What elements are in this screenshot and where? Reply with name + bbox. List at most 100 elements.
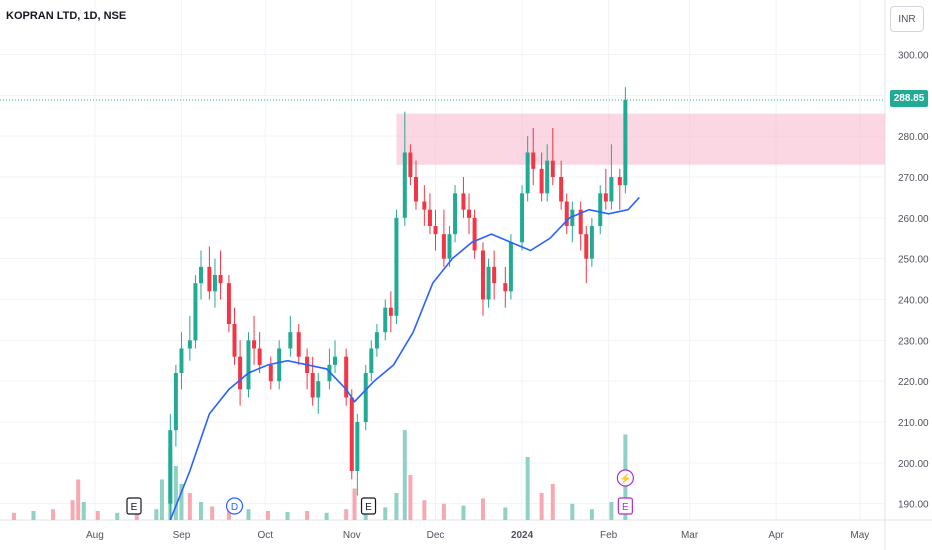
volume-bar: [134, 511, 139, 520]
candle-body: [349, 397, 354, 471]
candle-body: [486, 266, 491, 300]
candle-body: [492, 266, 497, 284]
candle-body: [427, 209, 432, 226]
volume-bar: [11, 512, 16, 520]
volume-bar: [324, 512, 329, 520]
candle-body: [207, 266, 212, 292]
volume-bar: [51, 509, 56, 520]
candle-body: [441, 234, 446, 259]
candle-body: [173, 373, 178, 431]
candle-body: [268, 364, 273, 382]
candle-body: [461, 193, 466, 210]
candle-body: [564, 201, 569, 226]
y-tick-label: 210.00: [898, 418, 929, 429]
candle-body: [310, 373, 315, 398]
volume-bar: [199, 502, 204, 520]
y-tick-label: 200.00: [898, 459, 929, 470]
candle-body: [609, 177, 614, 202]
candle-body: [369, 348, 374, 373]
earnings-event-marker: [617, 497, 633, 515]
candle-body: [246, 340, 251, 390]
moving-average-line: [169, 196, 640, 521]
candle-body: [402, 152, 407, 218]
candle-body: [559, 177, 564, 202]
candle-body: [257, 348, 262, 365]
x-tick-label: May: [850, 530, 869, 541]
earnings-event-label: E: [622, 502, 629, 513]
candle-body: [252, 340, 257, 349]
candle-body: [179, 348, 184, 373]
volume-bar: [589, 509, 594, 520]
volume-bar: [115, 512, 120, 520]
candle-body: [598, 193, 603, 226]
dividend-event-marker: [225, 497, 244, 515]
volume-bar: [76, 479, 81, 520]
candle-body: [238, 356, 243, 390]
volume-bar: [441, 503, 446, 520]
candle-body: [344, 356, 349, 398]
candle-body: [199, 266, 204, 284]
earnings-event-marker: [126, 497, 142, 515]
volume-bar: [570, 503, 575, 520]
candle-body: [472, 217, 477, 251]
volume-bar: [285, 511, 290, 520]
candle-body: [168, 430, 173, 504]
volume-bar: [480, 498, 485, 520]
y-tick-label: 280.00: [898, 132, 929, 143]
candle-body: [508, 242, 513, 292]
candle-body: [584, 234, 589, 259]
volume-bar: [95, 511, 100, 520]
candle-body: [333, 356, 338, 365]
candle-body: [226, 283, 231, 324]
candle-body: [525, 152, 530, 194]
dividend-event-label: D: [231, 502, 238, 513]
volume-bar: [305, 511, 310, 520]
candle-body: [316, 381, 321, 398]
volume-bar: [503, 507, 508, 520]
candle-body: [374, 332, 379, 349]
volume-bar: [210, 506, 215, 520]
candle-body: [212, 275, 217, 292]
volume-bar: [394, 493, 399, 520]
candle-body: [363, 373, 368, 422]
y-tick-label: 240.00: [898, 296, 929, 307]
y-tick-label: 220.00: [898, 377, 929, 388]
volume-bar: [402, 430, 407, 520]
volume-bar: [173, 466, 178, 520]
volume-bar: [525, 457, 530, 520]
volume-bar: [539, 493, 544, 520]
currency-button[interactable]: INR: [890, 6, 924, 32]
candle-body: [394, 217, 399, 316]
candle-body: [232, 324, 237, 357]
volume-bar: [383, 507, 388, 520]
volume-bar: [422, 500, 427, 520]
candle-body: [603, 193, 608, 202]
candle-body: [617, 177, 622, 186]
candle-body: [413, 177, 418, 202]
x-tick-label: Sep: [173, 530, 191, 541]
volume-bar: [408, 475, 413, 520]
candle-body: [388, 307, 393, 316]
candle-body: [480, 250, 485, 300]
volume-bar: [352, 488, 357, 520]
earnings-event-marker: [360, 497, 377, 515]
volume-bar: [344, 509, 349, 520]
x-tick-label: 2024: [511, 530, 534, 541]
candle-body: [578, 209, 583, 235]
candle-body: [570, 209, 575, 226]
y-tick-label: 190.00: [898, 500, 929, 511]
y-tick-label: 270.00: [898, 173, 929, 184]
earnings-event-label: E: [131, 502, 138, 513]
volume-bar: [266, 511, 271, 520]
candle-body: [187, 340, 192, 349]
candle-body: [447, 234, 452, 259]
x-tick-label: Dec: [427, 530, 445, 541]
candle-body: [539, 168, 544, 194]
symbol-title: KOPRAN LTD, 1D, NSE: [6, 10, 127, 22]
earnings-event-label: E: [365, 502, 372, 513]
candle-body: [422, 201, 427, 210]
volume-bar: [179, 484, 184, 520]
candle-body: [193, 283, 198, 341]
y-tick-label: 230.00: [898, 336, 929, 347]
